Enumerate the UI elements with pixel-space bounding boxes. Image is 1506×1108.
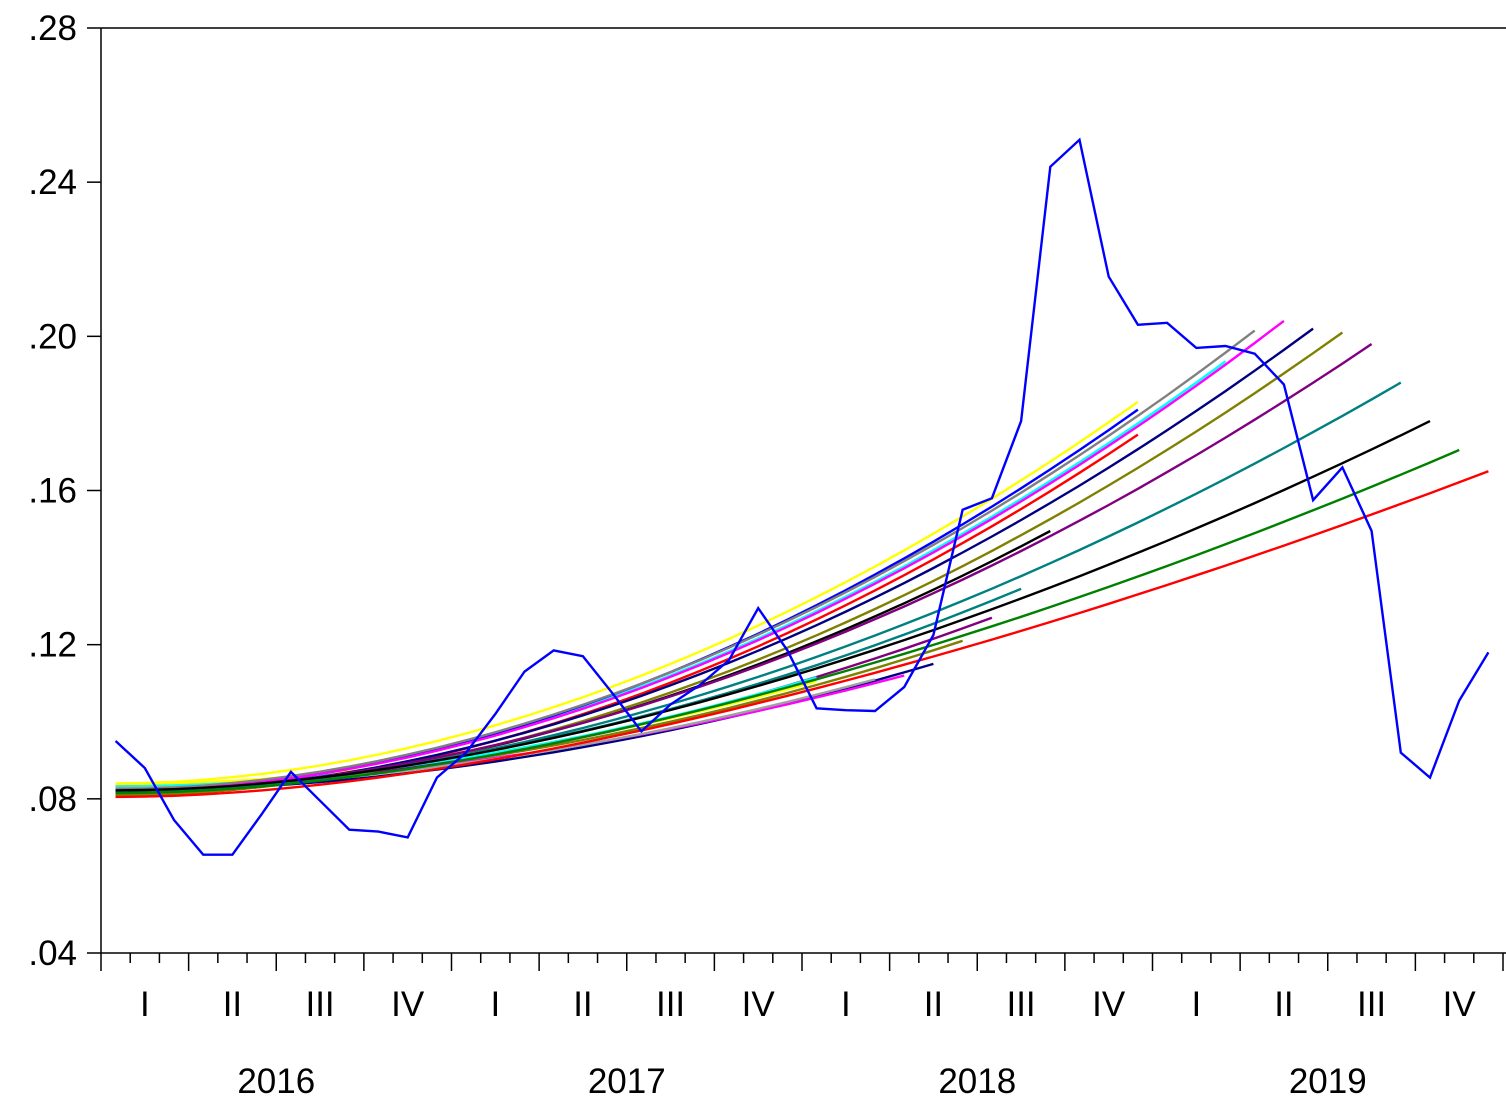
quarter-label: III <box>656 985 685 1024</box>
forecast-line-12 <box>115 400 1139 785</box>
quarter-label: IV <box>1443 985 1477 1024</box>
quarter-label: II <box>924 985 943 1024</box>
chart-axes <box>87 27 1506 971</box>
forecast-line-11 <box>115 360 1227 792</box>
quarter-label: II <box>1274 985 1293 1024</box>
year-label: 2019 <box>1289 1062 1367 1101</box>
forecast-line-5 <box>115 587 1022 789</box>
forecast-line-18 <box>115 343 1373 793</box>
y-tick-label: .24 <box>28 163 77 202</box>
forecast-line-4 <box>115 616 993 791</box>
year-label: 2018 <box>938 1062 1016 1101</box>
quarter-label: I <box>490 985 500 1024</box>
quarter-label: III <box>1006 985 1035 1024</box>
forecast-line-14 <box>115 329 1256 791</box>
quarter-label: IV <box>1092 985 1126 1024</box>
forecast-line-19 <box>115 381 1402 794</box>
quarter-label: III <box>1357 985 1386 1024</box>
forecast-line-20 <box>115 420 1431 792</box>
quarter-label: I <box>841 985 851 1024</box>
quarter-label: I <box>1191 985 1201 1024</box>
quarter-label: III <box>305 985 334 1024</box>
year-label: 2017 <box>588 1062 666 1101</box>
y-tick-label: .08 <box>28 780 77 819</box>
y-tick-label: .16 <box>28 472 77 511</box>
forecast-line-10 <box>115 433 1139 797</box>
quarter-label: IV <box>742 985 776 1024</box>
forecast-line-21 <box>115 448 1460 795</box>
quarter-label: II <box>223 985 242 1024</box>
axis-labels: .04.08.12.16.20.24.28I II III IV I II III IV I II… <box>28 9 1476 1101</box>
forecast-series-group <box>115 319 1489 799</box>
y-tick-label: .20 <box>28 317 77 356</box>
forecast-line-15 <box>115 319 1285 793</box>
forecast-line-16 <box>115 327 1314 795</box>
y-tick-label: .28 <box>28 9 77 48</box>
quarter-label: IV <box>391 985 425 1024</box>
y-tick-label: .12 <box>28 626 77 665</box>
y-tick-label: .04 <box>28 934 77 973</box>
actual-line <box>114 137 1490 856</box>
year-label: 2016 <box>237 1062 315 1101</box>
forecast-line-22 <box>115 470 1489 799</box>
quarter-label: II <box>573 985 592 1024</box>
forecast-line-7 <box>115 676 817 788</box>
quarter-label: I <box>140 985 150 1024</box>
actual-series-group <box>114 137 1490 856</box>
